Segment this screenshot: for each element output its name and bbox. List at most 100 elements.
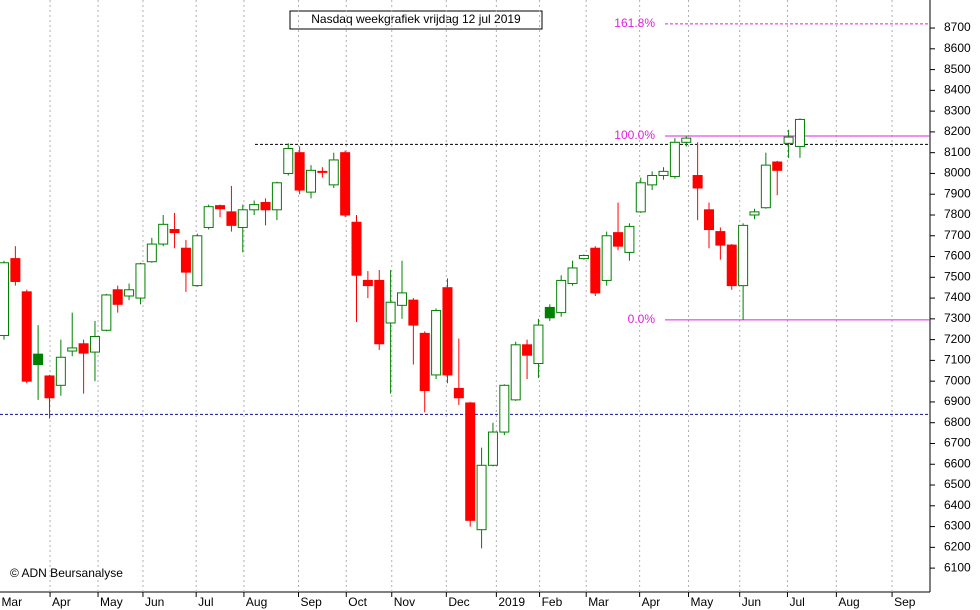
candle-body — [158, 223, 169, 245]
y-tick-label: 8100 — [944, 145, 971, 159]
fib-label: 0.0% — [628, 312, 656, 326]
x-tick-label: Mar — [1, 595, 22, 609]
candle-body — [681, 137, 692, 143]
y-tick-label: 6600 — [944, 456, 971, 470]
candle-body — [135, 263, 146, 299]
candle-body — [692, 175, 703, 189]
y-tick-label: 7700 — [944, 228, 971, 242]
candle-body — [738, 224, 749, 287]
candle-body — [283, 148, 294, 174]
x-tick-label: Apr — [52, 595, 71, 609]
candle-body — [624, 225, 635, 253]
y-tick-label: 8500 — [944, 62, 971, 76]
y-tick-label: 6400 — [944, 498, 971, 512]
candle-body — [351, 221, 362, 276]
y-tick-label: 6900 — [944, 394, 971, 408]
candle-body — [180, 247, 191, 273]
candle-body — [271, 182, 282, 211]
candle-body — [226, 211, 237, 226]
candle-body — [101, 294, 112, 331]
candle-body — [169, 229, 180, 234]
candle-body — [112, 289, 123, 305]
y-tick-label: 7000 — [944, 373, 971, 387]
candle-body — [453, 387, 464, 399]
x-tick-label: Aug — [838, 595, 859, 609]
candle-body — [783, 136, 794, 144]
candle-body — [442, 287, 453, 376]
candle-body — [613, 232, 624, 247]
candle-body — [669, 141, 680, 178]
y-tick-label: 7300 — [944, 311, 971, 325]
fib-label: 100.0% — [614, 128, 655, 142]
candle-body — [374, 279, 385, 345]
candle-body — [192, 235, 203, 287]
candle-body — [510, 344, 521, 401]
candle-body — [419, 332, 430, 392]
candle-body — [760, 164, 771, 209]
candle-body — [328, 159, 339, 186]
candle-body — [55, 356, 66, 386]
candle-body — [544, 306, 555, 319]
candle-body — [0, 262, 9, 336]
y-tick-label: 7800 — [944, 207, 971, 221]
candle-body — [124, 289, 135, 297]
x-tick-label: May — [691, 595, 714, 609]
y-tick-label: 6800 — [944, 415, 971, 429]
candle-body — [726, 244, 737, 287]
candle-body — [578, 254, 589, 260]
candle-body — [590, 247, 601, 294]
y-tick-label: 7100 — [944, 353, 971, 367]
chart-title: Nasdaq weekgrafiek vrijdag 12 jul 2019 — [311, 12, 521, 26]
y-tick-label: 8300 — [944, 103, 971, 117]
candle-body — [772, 161, 783, 171]
candle-body — [306, 169, 317, 193]
candle-body — [67, 347, 78, 352]
candle-body — [44, 375, 55, 399]
y-tick-label: 6700 — [944, 436, 971, 450]
candle-body — [10, 258, 21, 282]
candle-body — [476, 464, 487, 531]
candle-body — [294, 152, 305, 191]
candle-body — [704, 209, 715, 231]
x-tick-label: Nov — [394, 595, 415, 609]
candle-body — [408, 299, 419, 326]
x-tick-label: Sep — [894, 595, 916, 609]
candle-body — [260, 202, 271, 211]
candle-body — [21, 291, 32, 382]
candle-body — [749, 211, 760, 216]
candle-body — [635, 182, 646, 213]
candle-body — [396, 292, 407, 306]
x-tick-label: Jul — [198, 595, 213, 609]
x-tick-label: Oct — [348, 595, 367, 609]
candle-body — [89, 336, 100, 353]
fib-label: 161.8% — [614, 16, 655, 30]
x-tick-label: Jun — [145, 595, 164, 609]
y-tick-label: 7500 — [944, 269, 971, 283]
title-box — [289, 10, 543, 30]
x-tick-label: Mar — [588, 595, 609, 609]
candle-body — [522, 344, 533, 356]
x-tick-label: Jul — [789, 595, 804, 609]
y-tick-label: 8700 — [944, 20, 971, 34]
x-tick-label: 2019 — [498, 595, 525, 609]
y-tick-label: 6100 — [944, 560, 971, 574]
x-tick-label: May — [100, 595, 123, 609]
y-tick-label: 8400 — [944, 83, 971, 97]
candle-body — [658, 170, 669, 177]
candle-body — [499, 384, 510, 433]
candle-body — [249, 204, 260, 211]
x-tick-label: Jun — [742, 595, 761, 609]
y-tick-label: 8200 — [944, 124, 971, 138]
candle-body — [317, 170, 328, 173]
candle-body — [487, 431, 498, 466]
candle-body — [146, 243, 157, 263]
candle-body — [647, 175, 658, 186]
x-tick-label: Dec — [448, 595, 469, 609]
candle-body — [203, 206, 214, 228]
candle-body — [601, 235, 612, 281]
candle-body — [340, 152, 351, 216]
x-tick-label: Apr — [642, 595, 661, 609]
y-tick-label: 7900 — [944, 186, 971, 200]
candle-body — [794, 118, 805, 147]
